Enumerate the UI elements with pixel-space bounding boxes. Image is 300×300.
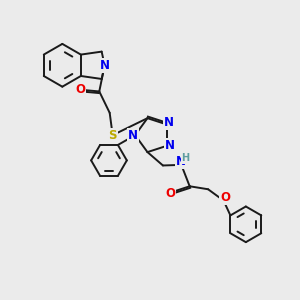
Text: O: O: [220, 191, 230, 204]
Text: N: N: [164, 116, 174, 129]
Text: O: O: [165, 187, 175, 200]
Text: O: O: [75, 83, 85, 97]
Text: S: S: [108, 129, 117, 142]
Text: N: N: [165, 139, 176, 152]
Text: N: N: [100, 59, 110, 72]
Text: H: H: [182, 153, 190, 163]
Text: N: N: [176, 155, 186, 168]
Text: N: N: [128, 129, 138, 142]
